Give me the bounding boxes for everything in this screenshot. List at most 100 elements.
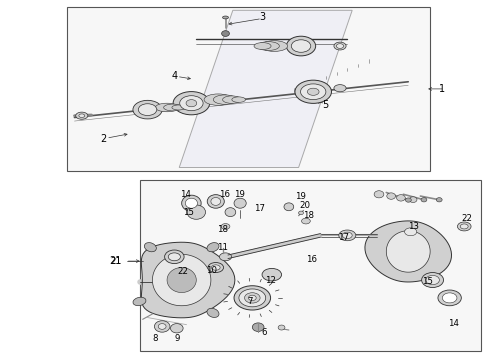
Ellipse shape <box>173 91 210 115</box>
Ellipse shape <box>287 36 316 56</box>
Ellipse shape <box>133 100 162 119</box>
Ellipse shape <box>207 243 219 252</box>
Ellipse shape <box>234 198 246 208</box>
Text: 22: 22 <box>177 267 189 276</box>
Text: 1: 1 <box>439 84 445 94</box>
Ellipse shape <box>208 262 223 273</box>
Text: 2: 2 <box>100 134 107 144</box>
Circle shape <box>374 191 384 198</box>
Ellipse shape <box>213 95 237 104</box>
Text: 15: 15 <box>183 208 195 217</box>
Ellipse shape <box>211 265 220 270</box>
Ellipse shape <box>458 222 471 231</box>
Text: 16: 16 <box>219 190 230 199</box>
Ellipse shape <box>172 105 186 110</box>
Ellipse shape <box>334 85 346 92</box>
Text: 9: 9 <box>174 334 179 343</box>
Text: 17: 17 <box>254 204 265 213</box>
Circle shape <box>409 197 417 203</box>
Polygon shape <box>386 231 430 272</box>
Text: 8: 8 <box>152 334 158 343</box>
Circle shape <box>421 198 427 202</box>
Ellipse shape <box>295 80 331 103</box>
Ellipse shape <box>301 218 310 224</box>
Ellipse shape <box>336 44 343 48</box>
Ellipse shape <box>75 112 88 119</box>
Circle shape <box>252 323 264 332</box>
Text: 16: 16 <box>306 255 317 264</box>
Polygon shape <box>365 221 451 282</box>
Ellipse shape <box>186 100 197 107</box>
Ellipse shape <box>232 97 245 102</box>
Ellipse shape <box>339 230 356 241</box>
Circle shape <box>154 321 170 332</box>
Text: 17: 17 <box>339 233 349 242</box>
Text: 11: 11 <box>217 243 228 252</box>
Ellipse shape <box>248 295 256 301</box>
Text: 18: 18 <box>217 225 227 234</box>
Text: 5: 5 <box>322 100 328 110</box>
Ellipse shape <box>220 253 232 261</box>
Ellipse shape <box>298 211 303 215</box>
Text: 14: 14 <box>448 319 459 328</box>
Text: 21: 21 <box>110 257 122 266</box>
Ellipse shape <box>438 290 461 306</box>
Ellipse shape <box>165 250 184 264</box>
Circle shape <box>278 325 285 330</box>
Text: 19: 19 <box>294 192 305 201</box>
Bar <box>67 7 430 171</box>
Ellipse shape <box>234 286 270 310</box>
Ellipse shape <box>262 269 282 281</box>
Ellipse shape <box>211 198 220 205</box>
Ellipse shape <box>261 41 288 51</box>
Text: 19: 19 <box>234 190 245 199</box>
Circle shape <box>158 324 166 329</box>
Text: 13: 13 <box>408 222 418 231</box>
Text: 3: 3 <box>259 13 265 22</box>
Ellipse shape <box>222 16 228 19</box>
Ellipse shape <box>222 96 241 103</box>
Bar <box>140 180 481 351</box>
Circle shape <box>405 198 411 202</box>
Ellipse shape <box>307 88 319 95</box>
Ellipse shape <box>254 42 271 49</box>
Ellipse shape <box>284 203 294 211</box>
Ellipse shape <box>180 96 203 111</box>
Ellipse shape <box>133 297 146 306</box>
Text: 22: 22 <box>462 214 473 223</box>
Circle shape <box>221 31 229 36</box>
Ellipse shape <box>405 228 417 236</box>
Ellipse shape <box>291 40 311 52</box>
Circle shape <box>396 195 405 201</box>
Text: 4: 4 <box>172 71 177 81</box>
Text: 10: 10 <box>206 266 218 275</box>
Circle shape <box>171 324 183 333</box>
Ellipse shape <box>460 224 468 229</box>
Text: 21: 21 <box>110 256 122 266</box>
Polygon shape <box>141 242 235 318</box>
Ellipse shape <box>168 253 180 261</box>
Ellipse shape <box>207 308 219 318</box>
Ellipse shape <box>187 205 205 219</box>
Ellipse shape <box>185 198 197 208</box>
Ellipse shape <box>207 195 224 208</box>
Text: 7: 7 <box>247 297 253 306</box>
Text: 6: 6 <box>262 328 267 337</box>
Circle shape <box>436 198 442 202</box>
Ellipse shape <box>245 293 260 303</box>
Ellipse shape <box>225 208 236 217</box>
Text: 12: 12 <box>265 276 276 285</box>
Ellipse shape <box>182 195 201 211</box>
Ellipse shape <box>164 104 182 111</box>
Ellipse shape <box>334 42 346 50</box>
Ellipse shape <box>343 232 352 239</box>
Text: 14: 14 <box>180 190 191 199</box>
Circle shape <box>387 193 395 199</box>
Ellipse shape <box>239 289 266 307</box>
Ellipse shape <box>221 224 230 229</box>
Polygon shape <box>152 254 211 306</box>
Text: 18: 18 <box>303 211 314 220</box>
Ellipse shape <box>426 275 440 285</box>
Text: 15: 15 <box>422 277 433 286</box>
Ellipse shape <box>257 42 279 50</box>
